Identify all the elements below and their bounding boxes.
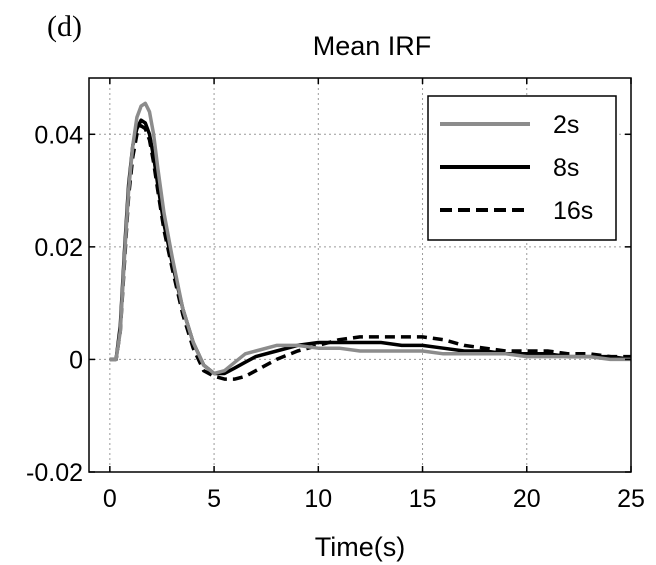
- series-line-16s: [109, 124, 631, 381]
- x-axis-label: Time(s): [315, 532, 405, 562]
- y-tick-label: 0.02: [34, 234, 83, 262]
- x-tick-labels: 0 5 10 15 20 25: [103, 485, 645, 513]
- chart-title: Mean IRF: [313, 31, 432, 61]
- axis-ticks: [89, 78, 632, 473]
- y-tick-label: -0.02: [26, 459, 83, 487]
- x-tick-label: 15: [409, 485, 437, 513]
- y-tick-labels: -0.02 0 0.02 0.04: [26, 121, 83, 487]
- legend-label-16s: 16s: [553, 197, 593, 225]
- legend: 2s 8s 16s: [427, 95, 617, 241]
- x-tick-label: 20: [513, 485, 541, 513]
- plot-frame: [88, 77, 632, 473]
- x-tick-label: 25: [617, 485, 645, 513]
- series-line-2s: [109, 101, 631, 376]
- x-tick-label: 10: [304, 485, 332, 513]
- y-tick-label: 0: [69, 346, 83, 374]
- y-tick-label: 0.04: [34, 121, 83, 149]
- legend-label-8s: 8s: [553, 154, 579, 182]
- panel-label: (d): [47, 10, 82, 43]
- legend-label-2s: 2s: [553, 111, 579, 139]
- series-lines: [109, 101, 632, 381]
- x-tick-label: 0: [103, 485, 117, 513]
- x-tick-label: 5: [207, 485, 221, 513]
